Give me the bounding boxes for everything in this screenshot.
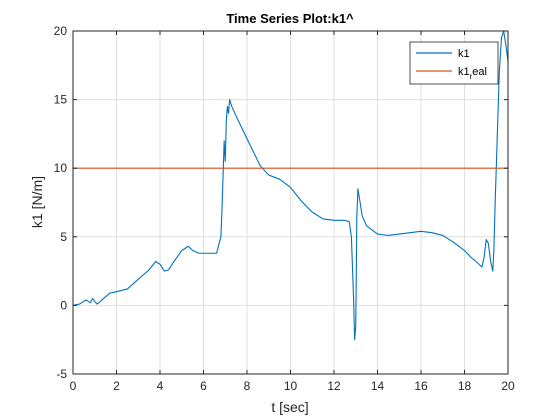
x-tick-label: 8 [244,379,251,393]
x-tick-label: 18 [458,379,472,393]
y-tick-label: 20 [54,24,68,38]
x-tick-label: 4 [157,379,164,393]
y-tick-label: 15 [54,93,68,107]
x-tick-label: 14 [371,379,385,393]
x-tick-label: 20 [501,379,515,393]
x-axis-label: t [sec] [271,399,308,415]
series-layer [72,30,509,341]
legend: k1 k1real [409,41,499,85]
legend-label-k1: k1 [458,48,470,60]
legend-box [409,41,499,85]
x-tick-label: 16 [414,379,428,393]
x-tick-label: 12 [327,379,341,393]
y-tick-label: 10 [54,161,68,175]
plot-frame [72,30,509,375]
x-tick-label: 6 [200,379,207,393]
y-tick-label: -5 [56,367,67,381]
chart-title: Time Series Plot:k1^ [226,11,354,26]
y-axis-label: k1 [N/m] [29,176,45,228]
y-tick-label: 5 [60,230,67,244]
x-tick-label: 2 [113,379,120,393]
legend-label-k1-real: k1real [458,66,487,81]
x-tick-label: 10 [284,379,298,393]
series-line-k1 [72,30,509,341]
y-tick-label: 0 [60,298,67,312]
x-tick-label: 0 [70,379,77,393]
